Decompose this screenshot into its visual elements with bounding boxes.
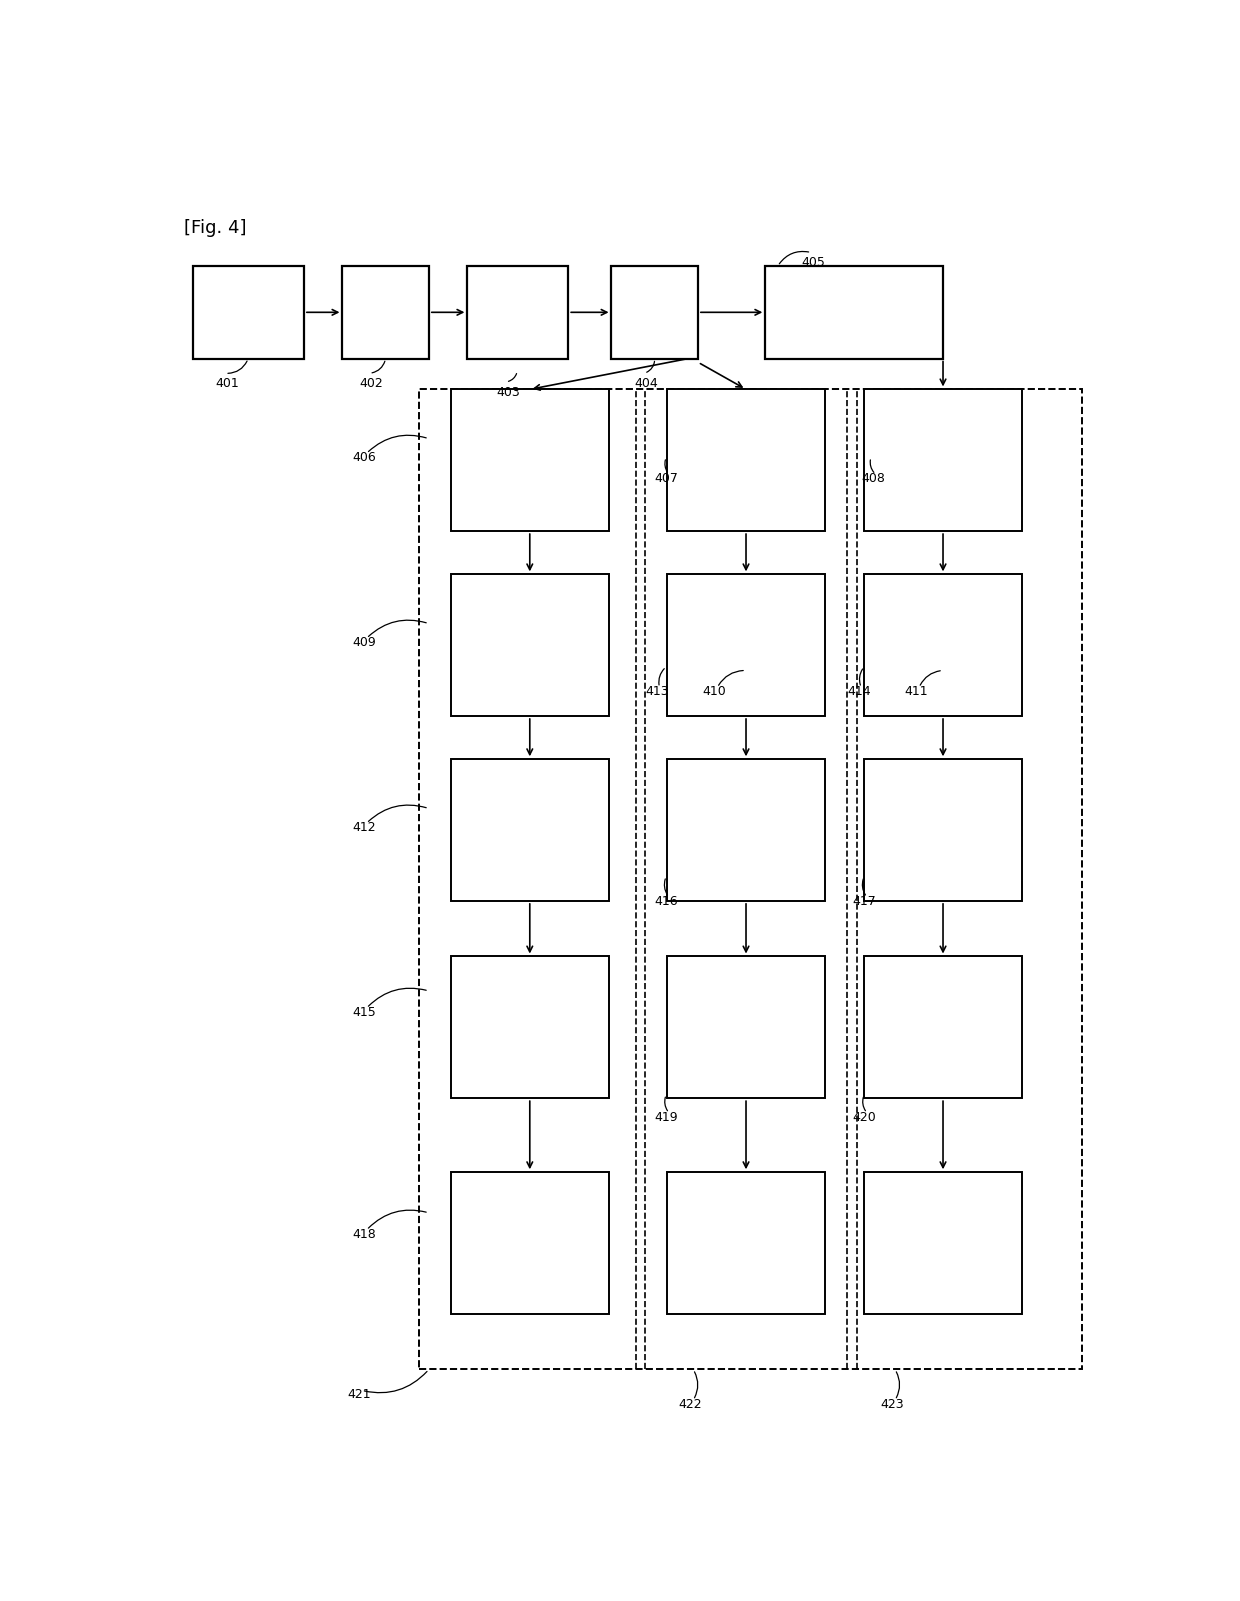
Bar [864,389,1022,532]
Text: 413: 413 [645,685,668,698]
Text: 408: 408 [862,472,885,485]
Text: 412: 412 [352,821,376,834]
Text: 411: 411 [905,685,929,698]
Text: 409: 409 [352,636,376,648]
Bar [864,1172,1022,1314]
Text: 420: 420 [853,1111,877,1124]
Bar [667,575,826,716]
Bar [667,1172,826,1314]
Bar [611,266,698,359]
Text: 405: 405 [802,256,826,269]
Bar [467,266,568,359]
Bar [864,956,1022,1098]
Text: 403: 403 [496,386,520,399]
Bar [864,575,1022,716]
Text: 423: 423 [880,1398,904,1410]
Text: 421: 421 [347,1388,371,1401]
Bar [450,759,609,901]
Bar [667,389,826,532]
Text: 419: 419 [655,1111,678,1124]
Text: 404: 404 [635,378,658,391]
Text: 401: 401 [216,378,239,391]
Text: 407: 407 [655,472,678,485]
Bar [765,266,944,359]
Bar [450,389,609,532]
Bar [450,575,609,716]
Text: 414: 414 [847,685,870,698]
Text: 422: 422 [678,1398,702,1410]
Bar [193,266,304,359]
Text: 415: 415 [352,1005,376,1018]
Bar [667,759,826,901]
Bar [450,1172,609,1314]
Text: 417: 417 [853,895,877,908]
Bar [864,759,1022,901]
Text: 416: 416 [655,895,678,908]
Bar [450,956,609,1098]
Text: 406: 406 [352,451,376,464]
Bar [342,266,429,359]
Text: [Fig. 4]: [Fig. 4] [184,219,247,237]
Text: 418: 418 [352,1228,376,1241]
Bar [419,389,1083,1369]
Text: 402: 402 [360,378,383,391]
Bar [667,956,826,1098]
Text: 410: 410 [703,685,727,698]
